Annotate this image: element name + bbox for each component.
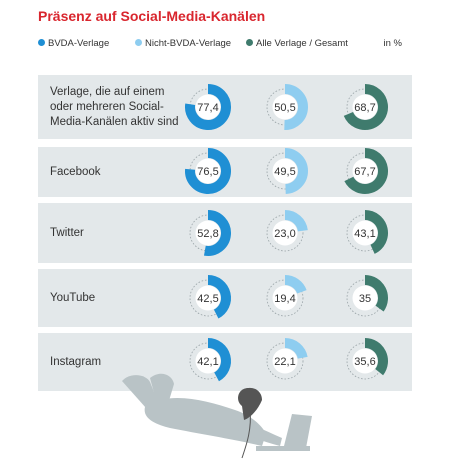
legend-label-nicht-bvda: Nicht-BVDA-Verlage: [145, 38, 232, 49]
donut-bvda-youtube-center: [195, 285, 221, 311]
donut-gesamt-youtube-value-label: 35: [359, 293, 371, 305]
donut-nicht-bvda-twitter-arc: [284, 210, 308, 232]
legend-swatch-bvda: [38, 39, 45, 46]
legend-item-bvda: BVDA-Verlage: [38, 38, 109, 49]
donut-nicht-bvda-twitter-value-label: 23,0: [274, 228, 295, 240]
donut-gesamt-facebook-value-label: 67,7: [354, 166, 375, 178]
donut-nicht-bvda-instagram-arc: [284, 338, 308, 360]
donut-gesamt-instagram-value-label: 35,6: [354, 356, 375, 368]
donut-nicht-bvda-youtube-arc: [284, 275, 307, 294]
legend: BVDA-Verlage Nicht-BVDA-Verlage Alle Ver…: [38, 38, 402, 52]
legend-swatch-gesamt: [246, 39, 253, 46]
donut-bvda-any-channel-center: [195, 94, 221, 120]
donut-bvda-facebook-arc: [185, 148, 231, 194]
donut-gesamt-any-channel-center: [352, 94, 378, 120]
donut-gesamt-youtube-center: [352, 285, 378, 311]
donut-nicht-bvda-youtube-track: [266, 279, 304, 317]
legend-label-gesamt: Alle Verlage / Gesamt: [256, 38, 348, 49]
donut-nicht-bvda-facebook-arc: [284, 148, 308, 194]
donut-nicht-bvda-youtube-value-label: 19,4: [274, 293, 295, 305]
row-label-youtube: YouTube: [50, 291, 96, 304]
donut-gesamt-youtube-arc: [364, 275, 388, 312]
donut-gesamt-any-channel-arc: [343, 84, 388, 130]
donut-bvda-twitter-value-label: 52,8: [197, 228, 218, 240]
donut-nicht-bvda-facebook-center: [272, 158, 298, 184]
donut-nicht-bvda-instagram-center: [272, 348, 298, 374]
donut-bvda-facebook-value-label: 76,5: [197, 166, 218, 178]
row-label-twitter: Twitter: [50, 226, 84, 239]
donut-gesamt-instagram-arc: [364, 338, 388, 376]
legend-item-nicht-bvda: Nicht-BVDA-Verlage: [135, 38, 231, 49]
donut-bvda-instagram-center: [195, 348, 221, 374]
chart-title: Präsenz auf Social-Media-Kanälen: [38, 8, 266, 24]
donut-gesamt-twitter-arc: [364, 210, 388, 254]
unit-label: in %: [383, 38, 402, 49]
donut-gesamt-twitter-center: [352, 220, 378, 246]
legend-label-bvda: BVDA-Verlage: [48, 38, 110, 49]
donut-bvda-any-channel-value-label: 77,4: [197, 102, 218, 114]
donut-nicht-bvda-twitter-center: [272, 220, 298, 246]
donut-nicht-bvda-any-channel-arc: [284, 84, 308, 130]
donut-gesamt-twitter-value-label: 43,1: [354, 228, 375, 240]
donut-nicht-bvda-any-channel-center: [272, 94, 298, 120]
donut-nicht-bvda-instagram-track: [266, 342, 304, 380]
donut-nicht-bvda-any-channel-value-label: 50,5: [274, 102, 295, 114]
donut-bvda-facebook-center: [195, 158, 221, 184]
donut-bvda-twitter-center: [195, 220, 221, 246]
donut-gesamt-instagram-center: [352, 348, 378, 374]
donut-bvda-any-channel-arc: [185, 84, 231, 130]
donut-nicht-bvda-facebook-value-label: 49,5: [274, 166, 295, 178]
donut-nicht-bvda-twitter-track: [266, 214, 304, 252]
donut-gesamt-facebook-arc: [344, 148, 388, 194]
row-label-any-channel: Verlage, die auf einem oder mehreren Soc…: [50, 85, 179, 128]
row-label-instagram: Instagram: [50, 355, 102, 368]
donut-bvda-instagram-value-label: 42,1: [197, 356, 218, 368]
donut-gesamt-facebook-center: [352, 158, 378, 184]
donut-bvda-twitter-arc: [203, 210, 231, 256]
donut-bvda-youtube-value-label: 42,5: [197, 293, 218, 305]
donut-gesamt-any-channel-value-label: 68,7: [354, 102, 375, 114]
donut-nicht-bvda-instagram-value-label: 22,1: [274, 356, 295, 368]
legend-swatch-nicht-bvda: [135, 39, 142, 46]
legend-item-gesamt: Alle Verlage / Gesamt: [246, 38, 348, 49]
donut-nicht-bvda-youtube-center: [272, 285, 298, 311]
donut-bvda-instagram-arc: [207, 338, 231, 382]
donut-bvda-youtube-arc: [207, 275, 231, 319]
row-label-facebook: Facebook: [50, 165, 101, 178]
